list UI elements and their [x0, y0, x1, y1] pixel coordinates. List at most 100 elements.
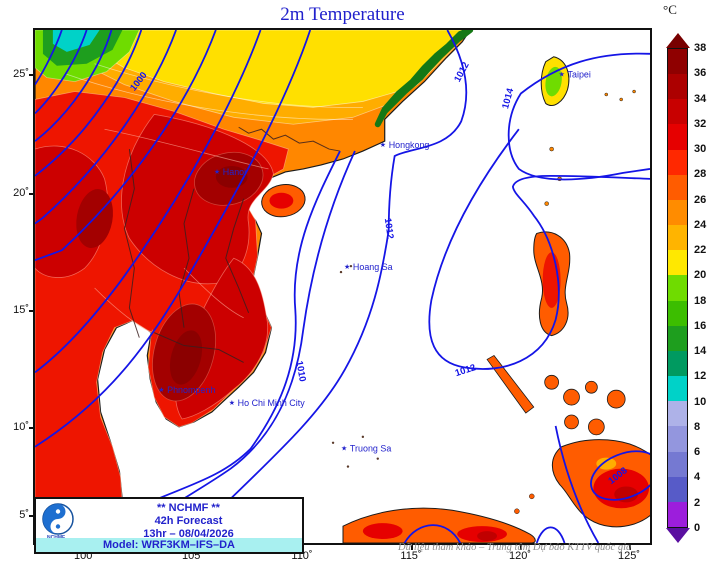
forecast-valid-time: 13hr – 08/04/2026 — [143, 528, 234, 540]
longitude-tick — [411, 545, 413, 550]
reef-dots — [331, 264, 379, 468]
nchmf-logo-text: NCHMF — [47, 535, 65, 540]
nchmf-logo: NCHMF — [42, 503, 74, 540]
colorbar-tick-label: 18 — [694, 294, 707, 307]
colorbar-tick-label: 14 — [694, 345, 707, 358]
colorbar-tick-label: 30 — [694, 143, 707, 156]
islands-visayas — [544, 374, 626, 436]
place-marker-star-icon: ★ — [214, 168, 220, 176]
colorbar-tick-label: 6 — [694, 446, 701, 459]
colorbar-tick-label: 16 — [694, 319, 707, 332]
colorbar-segment — [668, 199, 687, 226]
colorbar-segment — [668, 74, 687, 100]
colorbar-segment — [668, 350, 687, 377]
colorbar-tick-labels: 38 36 34 32 30 28 26 24 22 20 18 16 14 12 10 8 6 4 2 0 — [694, 42, 720, 534]
colorbar-segment — [668, 225, 687, 251]
place-marker-star-icon: ★ — [341, 445, 347, 453]
place-marker-star-icon: ★ — [158, 386, 164, 394]
colorbar-tick-label: 2 — [694, 496, 701, 509]
temp-hotspot-nvietnam-core — [215, 165, 248, 188]
colorbar-segment — [668, 250, 687, 276]
colorbar-arrow-up — [666, 33, 690, 48]
longitude-label: 120˚ — [508, 550, 532, 562]
latitude-label: 25˚ — [13, 68, 29, 80]
latitude-tick — [29, 193, 34, 195]
small-islands-luzon-strait — [544, 89, 636, 206]
island-mindanao-core2 — [614, 486, 639, 503]
isobar-label-1014: 1014 — [499, 86, 515, 110]
colorbar-tick-label: 20 — [694, 269, 707, 282]
latitude-tick — [29, 515, 34, 517]
colorbar-segment — [668, 501, 687, 527]
place-label-hoang-sa: Hoang Sa — [353, 262, 393, 272]
place-marker-star-icon: ★ — [344, 263, 350, 271]
page-title: 2m Temperature — [280, 4, 405, 25]
isobar-label-1012-loop: 1012 — [453, 361, 476, 378]
isobar-label-1012-top: 1012 — [451, 60, 471, 84]
cold-spot-core-cyan — [52, 30, 100, 52]
temp-hotspot-indochina-core — [169, 330, 203, 385]
colorbar-segment — [668, 174, 687, 200]
colorbar — [667, 48, 688, 528]
longitude-tick — [629, 545, 631, 550]
map-plot-area: 1000 1012 1014 1012 1010 1012 1008 ★ Han… — [33, 28, 652, 545]
colorbar-tick-label: 0 — [694, 522, 701, 534]
colorbar-segment — [668, 325, 687, 351]
place-marker-star-icon: ★ — [229, 399, 235, 407]
attribution-text: Dữ liệu tham khảo – Trung tâm Dự báo KTT… — [398, 542, 632, 553]
colorbar-segment — [668, 376, 687, 402]
colorbar-tick-label: 34 — [694, 92, 707, 105]
island-hainan-core — [269, 192, 294, 209]
colorbar-segment — [668, 49, 687, 75]
colorbar-tick-label: 36 — [694, 67, 707, 80]
country-borders — [123, 126, 341, 363]
colorbar-segment — [668, 124, 687, 150]
isobar-label-1012-mid: 1012 — [383, 217, 397, 239]
place-label-hanoi: Hanoi — [223, 167, 246, 177]
place-marker-star-icon: ★ — [380, 141, 386, 149]
place-label-truong-sa: Truong Sa — [350, 444, 391, 454]
colorbar-segment — [668, 476, 687, 502]
colorbar-segment — [668, 401, 687, 427]
colorbar-tick-label: 28 — [694, 168, 707, 181]
forecast-model-label: Model: WRF3KM–IFS–DA — [36, 538, 302, 552]
colorbar-tick-label: 12 — [694, 370, 707, 383]
colorbar-tick-label: 26 — [694, 193, 707, 206]
colorbar-unit-label: °C — [663, 2, 677, 17]
longitude-label: 115˚ — [400, 550, 422, 562]
island-borneo-core3 — [477, 531, 497, 542]
place-label-taipei: Taipei — [568, 70, 591, 80]
latitude-label: 5˚ — [19, 509, 29, 521]
colorbar-segment — [668, 451, 687, 477]
latitude-label: 10˚ — [13, 421, 29, 433]
latitude-label: 20˚ — [13, 187, 29, 199]
colorbar-tick-label: 22 — [694, 244, 707, 257]
colorbar-tick-label: 8 — [694, 420, 701, 433]
colorbar-arrow-down — [666, 528, 690, 543]
colorbar-tick-label: 38 — [694, 42, 707, 54]
latitude-tick — [29, 427, 34, 429]
place-marker-star-icon: ★ — [559, 71, 565, 79]
latitude-tick — [29, 74, 34, 76]
place-label-phnompenh: Phnompenh — [167, 385, 215, 395]
colorbar-segment — [668, 275, 687, 301]
colorbar-tick-label: 24 — [694, 218, 707, 231]
colorbar-tick-label: 10 — [694, 395, 707, 408]
island-mindanao-warm-spot — [596, 457, 617, 470]
coastal-strip-darkgreen — [374, 30, 474, 128]
isobar-lines — [35, 30, 650, 543]
island-palawan — [486, 354, 535, 414]
colorbar-tick-label: 4 — [694, 471, 701, 484]
latitude-tick — [29, 310, 34, 312]
map-canvas: 1000 1012 1014 1012 1010 1012 1008 ★ Han… — [35, 30, 650, 543]
colorbar-segment — [668, 426, 687, 452]
forecast-info-box: NCHMF ** NCHMF ** 42h Forecast 13hr – 08… — [34, 497, 304, 554]
contour-lines-decorative-2 — [64, 63, 363, 120]
place-label-ho-chi-minh-city: Ho Chi Minh City — [238, 398, 306, 408]
colorbar-segment — [668, 300, 687, 326]
longitude-tick — [520, 545, 522, 550]
forecast-org-label: ** NCHMF ** — [157, 502, 220, 514]
colorbar-segment — [668, 99, 687, 125]
forecast-lead-label: 42h Forecast — [154, 515, 223, 527]
